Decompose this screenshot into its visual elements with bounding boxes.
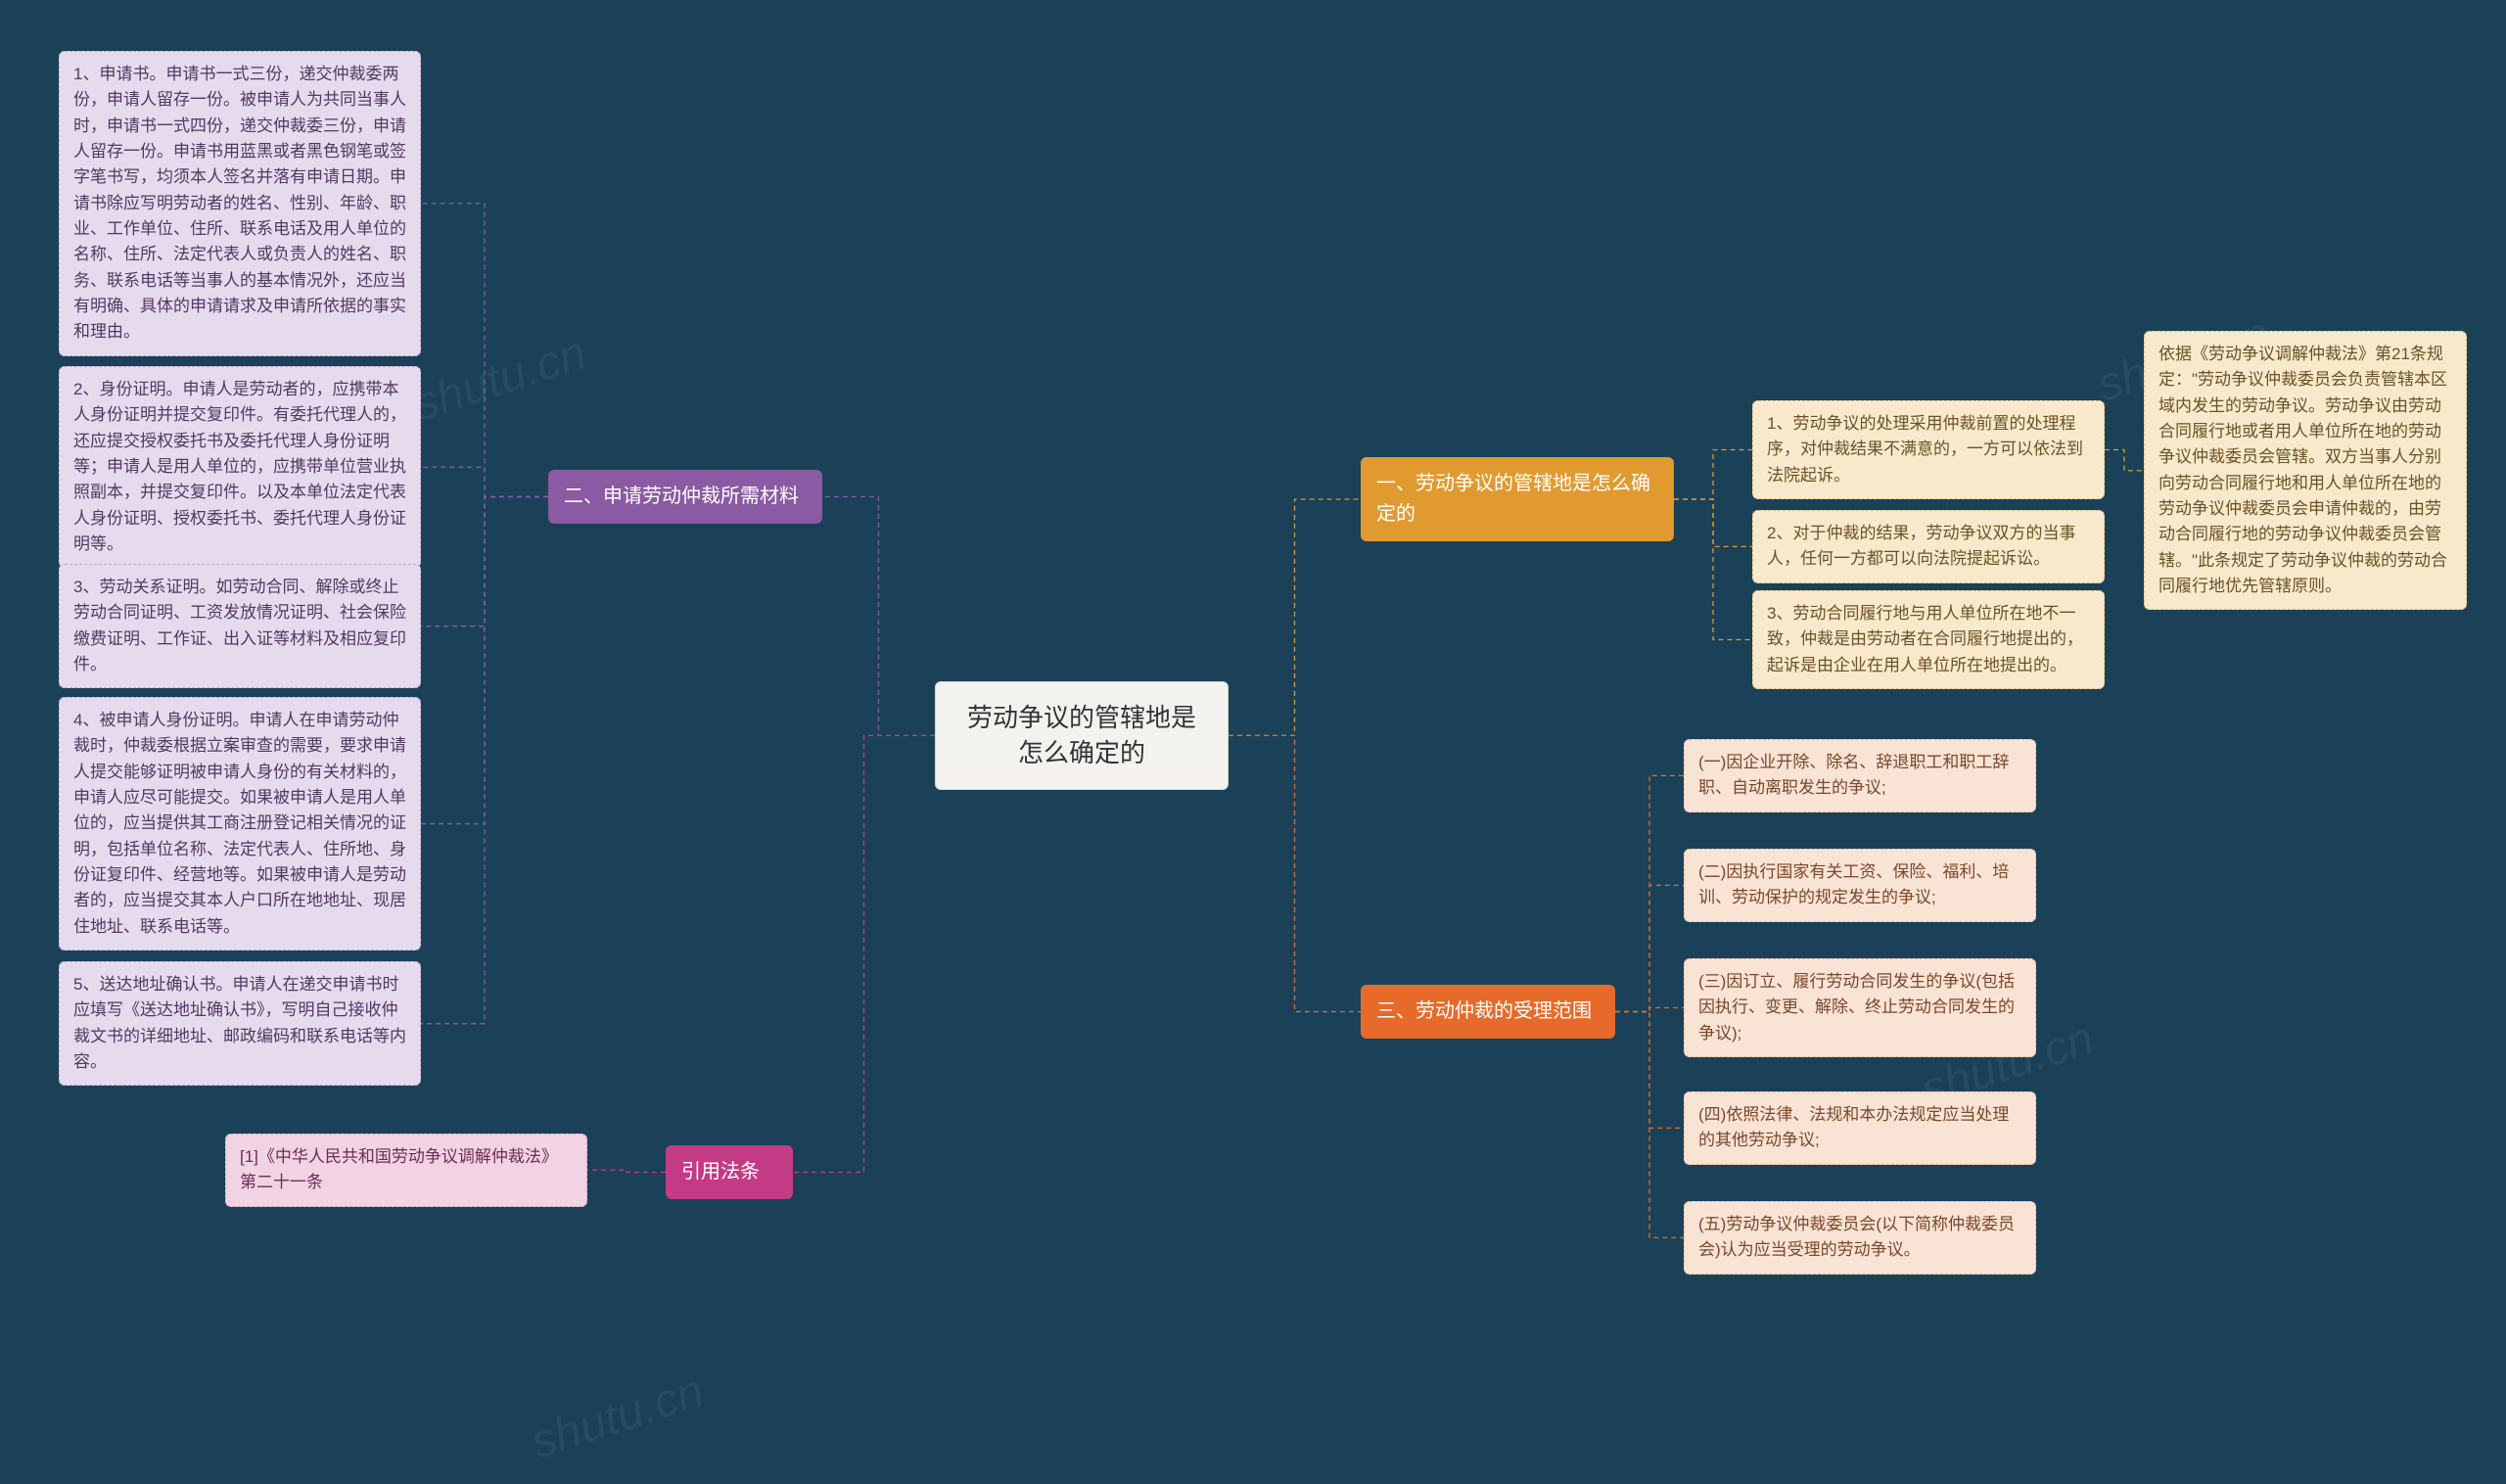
branch-3: 三、劳动仲裁的受理范围: [1361, 985, 1615, 1039]
branch-1-leaf-1: 1、劳动争议的处理采用仲裁前置的处理程序，对仲裁结果不满意的，一方可以依法到法院…: [1752, 400, 2105, 499]
branch-2-leaf-3: 3、劳动关系证明。如劳动合同、解除或终止劳动合同证明、工资发放情况证明、社会保险…: [59, 564, 421, 688]
branch-1-extra: 依据《劳动争议调解仲裁法》第21条规定："劳动争议仲裁委员会负责管辖本区域内发生…: [2144, 331, 2467, 610]
branch-4-leaf-1: [1]《中华人民共和国劳动争议调解仲裁法》第二十一条: [225, 1134, 587, 1207]
branch-3-label: 三、劳动仲裁的受理范围: [1376, 1000, 1592, 1022]
branch-4: 引用法条: [666, 1145, 793, 1199]
branch-1-leaf-2: 2、对于仲裁的结果，劳动争议双方的当事人，任何一方都可以向法院提起诉讼。: [1752, 510, 2105, 583]
branch-1-leaf-3: 3、劳动合同履行地与用人单位所在地不一致，仲裁是由劳动者在合同履行地提出的，起诉…: [1752, 590, 2105, 689]
branch-3-leaf-1: (一)因企业开除、除名、辞退职工和职工辞职、自动离职发生的争议;: [1684, 739, 2036, 812]
branch-3-leaf-4: (四)依照法律、法规和本办法规定应当处理的其他劳动争议;: [1684, 1091, 2036, 1165]
branch-2-leaf-1: 1、申请书。申请书一式三份，递交仲裁委两份，申请人留存一份。被申请人为共同当事人…: [59, 51, 421, 356]
branch-2-leaf-2: 2、身份证明。申请人是劳动者的，应携带本人身份证明并提交复印件。有委托代理人的，…: [59, 366, 421, 568]
branch-3-leaf-2: (二)因执行国家有关工资、保险、福利、培训、劳动保护的规定发生的争议;: [1684, 849, 2036, 922]
branch-2-leaf-4: 4、被申请人身份证明。申请人在申请劳动仲裁时，仲裁委根据立案审查的需要，要求申请…: [59, 697, 421, 951]
center-label: 劳动争议的管辖地是怎么确定的: [967, 703, 1196, 767]
branch-3-leaf-3: (三)因订立、履行劳动合同发生的争议(包括因执行、变更、解除、终止劳动合同发生的…: [1684, 958, 2036, 1057]
branch-2: 二、申请劳动仲裁所需材料: [548, 470, 822, 524]
center-node: 劳动争议的管辖地是怎么确定的: [935, 681, 1229, 790]
branch-1-label: 一、劳动争议的管辖地是怎么确定的: [1376, 473, 1650, 525]
branch-2-leaf-5: 5、送达地址确认书。申请人在递交申请书时应填写《送达地址确认书》，写明自己接收仲…: [59, 961, 421, 1086]
branch-2-label: 二、申请劳动仲裁所需材料: [564, 486, 799, 507]
branch-4-label: 引用法条: [681, 1161, 760, 1183]
branch-1: 一、劳动争议的管辖地是怎么确定的: [1361, 457, 1674, 541]
watermark: shutu.cn: [525, 1364, 711, 1469]
watermark: shutu.cn: [407, 326, 593, 432]
branch-3-leaf-5: (五)劳动争议仲裁委员会(以下简称仲裁委员会)认为应当受理的劳动争议。: [1684, 1201, 2036, 1275]
